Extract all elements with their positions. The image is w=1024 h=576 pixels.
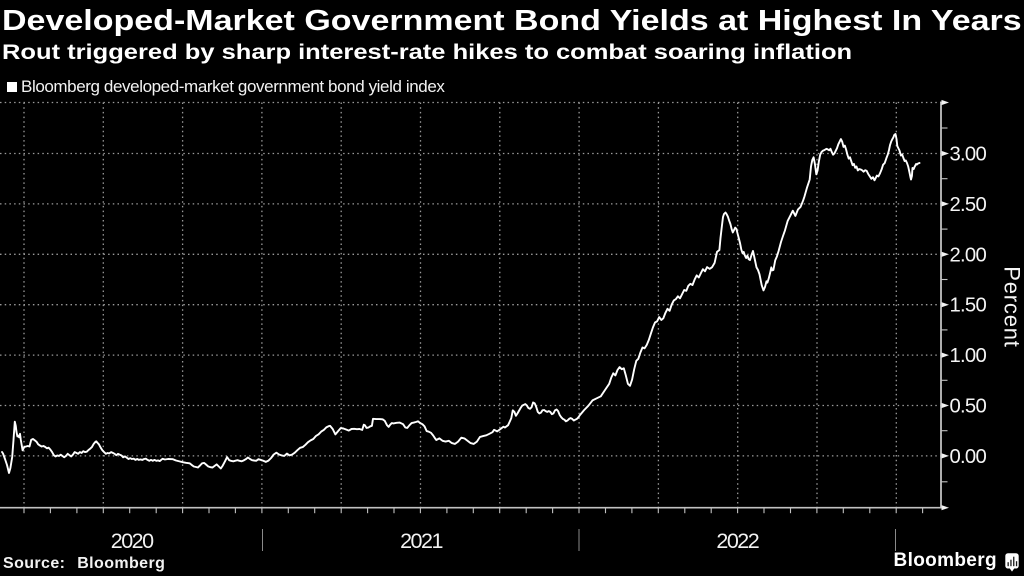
svg-text:2021: 2021 [400, 529, 442, 553]
svg-text:2.00: 2.00 [950, 244, 987, 266]
svg-text:0.00: 0.00 [950, 446, 987, 468]
svg-text:1.50: 1.50 [950, 295, 987, 317]
svg-text:2020: 2020 [111, 529, 154, 553]
svg-text:3.00: 3.00 [950, 144, 987, 166]
svg-text:0.50: 0.50 [950, 396, 987, 418]
svg-text:1.00: 1.00 [950, 345, 987, 367]
svg-text:2.50: 2.50 [950, 194, 987, 216]
svg-text:Percent: Percent [1000, 266, 1024, 347]
svg-text:2022: 2022 [716, 529, 758, 553]
